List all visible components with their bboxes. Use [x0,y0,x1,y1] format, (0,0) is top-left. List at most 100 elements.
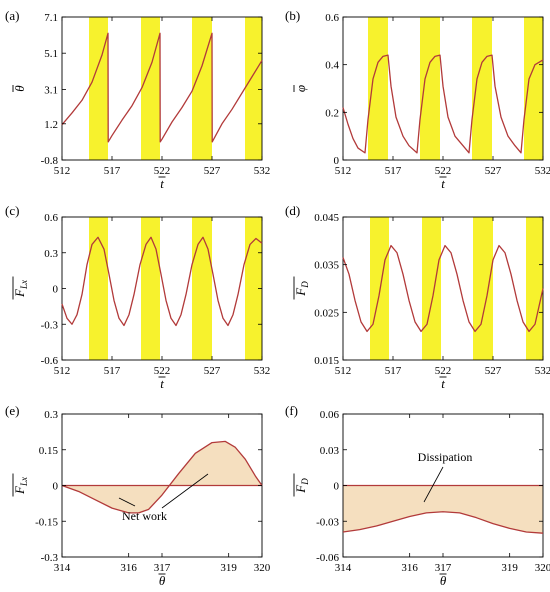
svg-text:θ: θ [159,573,166,588]
x-tick-label: 522 [435,165,452,177]
y-tick-label: 0.025 [314,307,339,319]
highlight-band [89,17,108,160]
svg-text:t: t [160,376,164,391]
highlight-band [370,217,389,360]
data-series [342,511,544,534]
panel-label: (f) [285,403,298,418]
x-tick-label: 527 [204,165,221,177]
y-tick-label: 0.15 [39,445,59,457]
panel-a: 512 517 522 527 532 -0.8 1.2 3.1 5.1 7.1 (a) t θ [5,8,270,191]
x-tick-label: 512 [54,165,71,177]
svg-text:FLx: FLx [12,477,29,495]
panel-label: (b) [285,8,300,23]
svg-text:FD: FD [293,281,310,297]
x-tick-label: 527 [204,365,221,377]
y-axis-label: FD [293,473,310,497]
highlight-band [192,217,212,360]
highlight-band [141,217,160,360]
annotation-pointer [118,497,136,507]
data-series [61,32,263,143]
panel-b: 512 517 522 527 532 0 0.2 0.4 0.6 (b) t φ [285,8,550,191]
x-tick-label: 317 [154,562,171,574]
x-tick-label: 512 [335,365,352,377]
highlight-band [524,17,543,160]
x-tick-label: 512 [54,365,71,377]
highlight-band [245,17,262,160]
x-axis-label: t [439,176,447,191]
x-axis-label: t [158,376,166,391]
x-tick-label: 319 [501,562,518,574]
y-tick-label: 7.1 [44,12,58,24]
svg-text:t: t [441,376,445,391]
highlight-band [473,217,493,360]
x-tick-label: 527 [485,365,502,377]
x-tick-label: 517 [104,365,121,377]
x-tick-label: 517 [104,165,121,177]
panel-label: (c) [5,203,19,218]
y-tick-label: 0.045 [314,212,339,224]
y-tick-label: 0.035 [314,260,339,272]
x-tick-label: 517 [385,365,402,377]
y-tick-label: 0.2 [325,107,339,119]
y-tick-label: -0.06 [316,552,339,564]
y-tick-label: 3.1 [44,84,58,96]
y-tick-label: -0.6 [41,355,59,367]
data-series [342,244,544,333]
x-tick-label: 522 [435,365,452,377]
annotation-text: Net work [122,509,167,523]
y-tick-label: 0 [53,481,59,493]
panel-label: (a) [5,8,19,23]
panel-d: 512 517 522 527 532 0.015 0.025 0.035 0.045 (d) t F… [285,203,550,391]
y-tick-label: 5.1 [44,48,58,60]
y-tick-label: 0.6 [325,12,339,24]
x-tick-label: 522 [154,365,171,377]
x-tick-label: 532 [254,165,271,177]
x-tick-label: 319 [220,562,237,574]
x-tick-label: 527 [485,165,502,177]
highlight-band [368,17,388,160]
x-tick-label: 317 [435,562,452,574]
y-tick-label: 0.4 [325,60,339,72]
x-tick-label: 522 [154,165,171,177]
y-tick-label: 0 [53,284,59,296]
svg-text:t: t [160,176,164,191]
x-axis-label: θ [158,573,166,588]
x-tick-label: 314 [335,562,352,574]
svg-text:θ: θ [440,573,447,588]
highlight-band [526,217,543,360]
highlight-band [192,17,212,160]
highlight-band [472,17,492,160]
panel-label: (d) [285,203,300,218]
x-axis-label: t [439,376,447,391]
svg-text:φ: φ [293,85,308,92]
y-tick-label: 0.3 [44,409,58,421]
y-tick-label: 0 [334,155,340,167]
x-axis-label: t [158,176,166,191]
y-axis-label: θ [12,85,27,92]
data-series [61,236,263,327]
panel-e: 314 316 317 319 320 -0.3 -0.15 0 0.15 0.3 (e) θ FLx N… [5,403,271,588]
highlight-band [141,17,160,160]
data-series [342,54,544,154]
y-tick-label: 1.2 [44,119,58,131]
svg-text:θ: θ [12,85,27,92]
x-tick-label: 517 [385,165,402,177]
x-tick-label: 316 [120,562,137,574]
data-series [61,440,263,514]
y-axis-label: FLx [12,276,29,300]
highlight-band [89,217,108,360]
x-tick-label: 314 [54,562,71,574]
panel-label: (e) [5,403,19,418]
annotation-pointer [161,473,209,509]
y-tick-label: 0.03 [320,445,340,457]
x-tick-label: 320 [254,562,271,574]
svg-text:FLx: FLx [12,280,29,298]
x-tick-label: 512 [335,165,352,177]
y-tick-label: 0 [334,481,340,493]
panel-f: 314 316 317 319 320 -0.06 -0.03 0 0.03 0.06 (f) θ FD… [285,403,550,588]
area-fill [62,441,262,513]
x-tick-label: 316 [401,562,418,574]
x-tick-label: 532 [535,165,550,177]
y-tick-label: -0.03 [316,516,339,528]
